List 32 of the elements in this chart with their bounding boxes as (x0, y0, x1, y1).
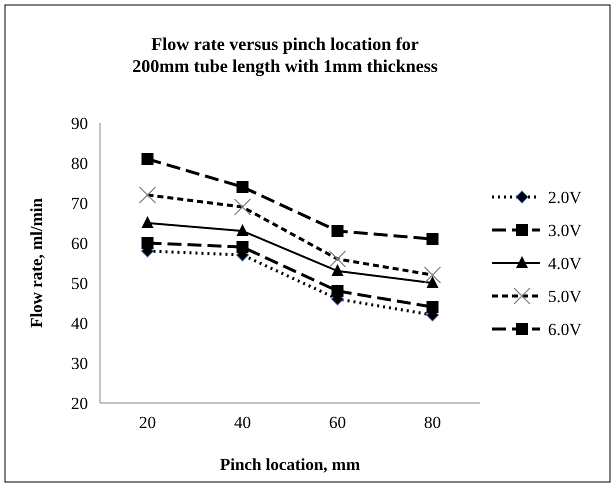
point (332, 285, 344, 297)
legend-label: 5.0V (548, 286, 582, 306)
y-tick-label: 30 (71, 354, 88, 373)
x-axis-title: Pinch location, mm (220, 455, 360, 474)
point (142, 237, 154, 249)
legend-label: 3.0V (548, 220, 582, 240)
chart-title: Flow rate versus pinch location for 200mm tube length with 1mm thickness (132, 34, 438, 76)
y-tick-label: 40 (71, 314, 88, 333)
point (426, 233, 438, 245)
point (426, 276, 438, 288)
point (426, 301, 438, 313)
y-axis-title: Flow rate, ml/min (27, 198, 46, 328)
x-tick-label: 60 (329, 413, 346, 432)
point (142, 216, 154, 228)
point (236, 224, 248, 236)
point (236, 241, 248, 253)
y-tick-label: 60 (71, 234, 88, 253)
y-tick-label: 80 (71, 154, 88, 173)
y-tick-label: 50 (71, 274, 88, 293)
point (142, 153, 154, 165)
x-tick-label: 40 (234, 413, 251, 432)
y-tick-label: 20 (71, 394, 88, 413)
y-tick-label: 90 (71, 114, 88, 133)
point (332, 264, 344, 276)
legend-label: 6.0V (548, 320, 582, 339)
point (236, 181, 248, 193)
legend-label: 2.0V (548, 188, 582, 207)
legend-label: 4.0V (548, 254, 582, 273)
y-tick-label: 70 (71, 194, 88, 213)
x-tick-label: 20 (139, 413, 156, 432)
point (332, 225, 344, 237)
x-tick-label: 80 (424, 413, 441, 432)
